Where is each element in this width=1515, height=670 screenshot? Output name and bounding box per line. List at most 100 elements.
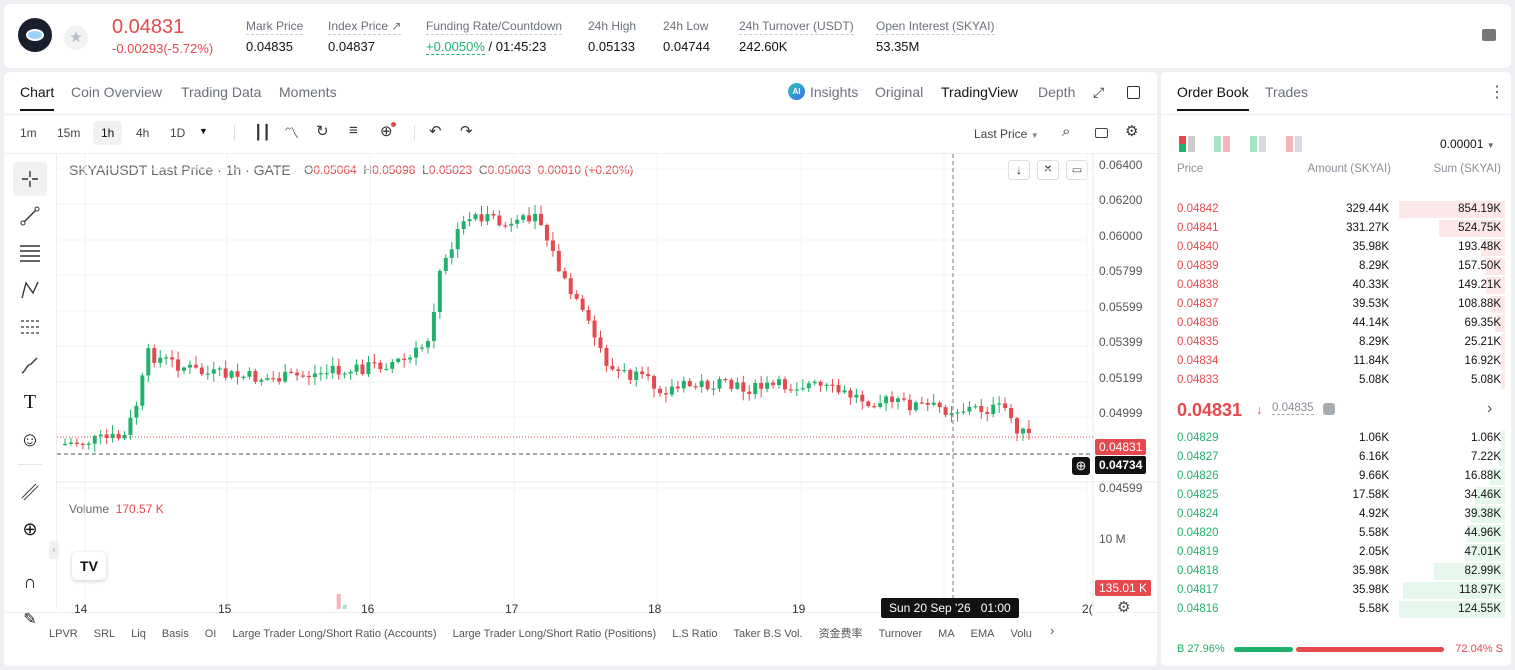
tab-order-book[interactable]: Order Book — [1177, 84, 1249, 111]
chevron-right-icon[interactable]: › — [1487, 400, 1493, 417]
book-both-view-icon[interactable] — [1179, 136, 1195, 152]
precision-select[interactable]: 0.00001 ▼ — [1440, 137, 1495, 151]
bid-row[interactable]: 0.04816 5.58K 124.55K — [1161, 600, 1511, 619]
emoji-tool-icon[interactable]: ☺ — [19, 428, 41, 451]
view-insights[interactable]: Insights — [810, 84, 859, 100]
search-icon[interactable]: ⌕ — [1062, 123, 1071, 140]
tab-trades[interactable]: Trades — [1265, 84, 1309, 100]
bid-row[interactable]: 0.04820 5.58K 44.96K — [1161, 524, 1511, 543]
pattern-tool-icon[interactable] — [13, 273, 47, 307]
fib-tool-icon[interactable] — [13, 236, 47, 270]
redo-icon[interactable]: ↷ — [460, 123, 473, 140]
camera-icon[interactable] — [1095, 128, 1108, 138]
chevron-down-icon[interactable]: ▼ — [199, 126, 208, 136]
candlestick-type-icon[interactable]: ┃┃ — [254, 124, 271, 140]
indicator-tab[interactable]: Liq — [131, 628, 146, 640]
ask-row[interactable]: 0.04839 8.29K 157.50K — [1161, 257, 1511, 276]
indicator-tab[interactable]: Turnover — [878, 628, 923, 640]
book-asks-view-icon[interactable] — [1286, 136, 1302, 152]
bid-row[interactable]: 0.04817 35.98K 118.97K — [1161, 581, 1511, 600]
book-icon[interactable] — [1482, 29, 1496, 41]
compare-icon[interactable]: ↻ — [316, 123, 329, 140]
brush-tool-icon[interactable] — [13, 348, 47, 382]
indicators-icon[interactable]: 〽 — [284, 125, 300, 142]
collapse-toolbar-icon[interactable]: ‹ — [49, 541, 59, 559]
favorite-star-icon[interactable]: ★ — [64, 26, 88, 50]
chart-settings-gear-icon[interactable]: ⚙ — [1117, 599, 1131, 616]
bid-row[interactable]: 0.04819 2.05K 47.01K — [1161, 543, 1511, 562]
projection-tool-icon[interactable] — [13, 310, 47, 344]
indicator-tab[interactable]: Basis — [161, 628, 189, 640]
depth-bar — [1403, 582, 1505, 599]
ask-row[interactable]: 0.04841 331.27K 524.75K — [1161, 219, 1511, 238]
stat-open-interest[interactable]: Open Interest (SKYAI) 53.35M — [876, 19, 995, 54]
pencil-lock-icon[interactable]: ✎ — [23, 611, 37, 628]
bid-row[interactable]: 0.04825 17.58K 34.46K — [1161, 486, 1511, 505]
tf-1d[interactable]: 1D — [170, 126, 186, 140]
tradingview-logo[interactable]: TV — [72, 552, 106, 580]
fullscreen-icon[interactable] — [1127, 86, 1140, 99]
bid-row[interactable]: 0.04827 6.16K 7.22K — [1161, 448, 1511, 467]
book-both-view-alt-icon[interactable] — [1214, 136, 1230, 152]
candlestick-chart[interactable] — [57, 154, 1157, 609]
view-depth[interactable]: Depth — [1038, 84, 1076, 100]
indicator-tab[interactable]: LPVR — [49, 628, 78, 640]
orderbook-mark-price[interactable]: 0.04835 — [1272, 402, 1314, 415]
indicator-tab[interactable]: Volu — [1010, 628, 1032, 640]
text-tool-icon[interactable]: T — [23, 390, 37, 413]
scroll-down-icon[interactable]: ↓ — [1008, 160, 1030, 180]
view-tradingview[interactable]: TradingView — [941, 84, 1019, 100]
ask-row[interactable]: 0.04837 39.53K 108.88K — [1161, 295, 1511, 314]
magnet-icon[interactable]: ∩ — [23, 571, 37, 592]
templates-icon[interactable]: ≡ — [349, 122, 358, 139]
stat-index-price[interactable]: Index Price ↗ 0.04837 — [328, 19, 402, 54]
book-bids-view-icon[interactable] — [1250, 136, 1266, 152]
ask-row[interactable]: 0.04838 40.33K 149.21K — [1161, 276, 1511, 295]
trendline-tool-icon[interactable] — [13, 199, 47, 233]
ask-row[interactable]: 0.04840 35.98K 193.48K — [1161, 238, 1511, 257]
amount: 329.44K — [1346, 203, 1389, 215]
undo-icon[interactable]: ↶ — [429, 123, 442, 140]
ask-row[interactable]: 0.04836 44.14K 69.35K — [1161, 314, 1511, 333]
view-original[interactable]: Original — [875, 84, 924, 100]
indicator-tab[interactable]: 资金费率 — [818, 628, 863, 640]
indicator-scroll-right-icon[interactable]: › — [1050, 623, 1055, 638]
more-options-icon[interactable]: ⋮ — [1489, 84, 1505, 101]
stat-funding-rate[interactable]: Funding Rate/Countdown +0.0050% / 01:45:… — [426, 19, 563, 55]
price-source-select[interactable]: Last Price ▼ — [974, 127, 1039, 141]
ask-row[interactable]: 0.04833 5.08K 5.08K — [1161, 371, 1511, 390]
stat-24h-turnover[interactable]: 24h Turnover (USDT) 242.60K — [739, 19, 854, 54]
indicator-tab[interactable]: OI — [204, 628, 217, 640]
tab-coin-overview[interactable]: Coin Overview — [71, 84, 163, 100]
indicator-tab[interactable]: Large Trader Long/Short Ratio (Positions… — [452, 628, 657, 640]
stat-mark-price[interactable]: Mark Price 0.04835 — [246, 19, 304, 54]
indicator-tab[interactable]: Large Trader Long/Short Ratio (Accounts) — [232, 628, 437, 640]
indicator-tab[interactable]: MA — [938, 628, 955, 640]
ask-row[interactable]: 0.04834 11.84K 16.92K — [1161, 352, 1511, 371]
bid-row[interactable]: 0.04829 1.06K 1.06K — [1161, 429, 1511, 448]
add-alert-icon[interactable]: ⊕ — [380, 122, 396, 140]
gear-icon[interactable]: ⚙ — [1125, 123, 1139, 140]
bid-row[interactable]: 0.04826 9.66K 16.88K — [1161, 467, 1511, 486]
bid-row[interactable]: 0.04824 4.92K 39.38K — [1161, 505, 1511, 524]
crosshair-tool-icon[interactable] — [13, 162, 47, 196]
ask-row[interactable]: 0.04842 329.44K 854.19K — [1161, 200, 1511, 219]
tab-chart[interactable]: Chart — [20, 84, 55, 111]
ruler-tool-icon[interactable] — [13, 475, 47, 509]
add-price-alert-icon[interactable]: ⊕ — [1072, 457, 1090, 475]
tab-trading-data[interactable]: Trading Data — [181, 84, 262, 100]
zoom-in-icon[interactable]: ⊕ — [22, 518, 38, 539]
tf-1h[interactable]: 1h — [93, 121, 123, 145]
ask-row[interactable]: 0.04835 8.29K 25.21K — [1161, 333, 1511, 352]
indicator-tab[interactable]: L.S Ratio — [672, 628, 718, 640]
indicator-tab[interactable]: SRL — [93, 628, 116, 640]
price-axis-label: 0.04599 — [1099, 481, 1143, 495]
indicator-tab[interactable]: EMA — [970, 628, 995, 640]
tf-4h[interactable]: 4h — [136, 126, 150, 140]
bid-row[interactable]: 0.04818 35.98K 82.99K — [1161, 562, 1511, 581]
tf-1m[interactable]: 1m — [20, 126, 37, 140]
tab-moments[interactable]: Moments — [279, 84, 337, 100]
expand-icon[interactable]: ⤢ — [1093, 84, 1105, 100]
indicator-tab[interactable]: Taker B.S Vol. — [733, 628, 803, 640]
tf-15m[interactable]: 15m — [57, 126, 81, 140]
